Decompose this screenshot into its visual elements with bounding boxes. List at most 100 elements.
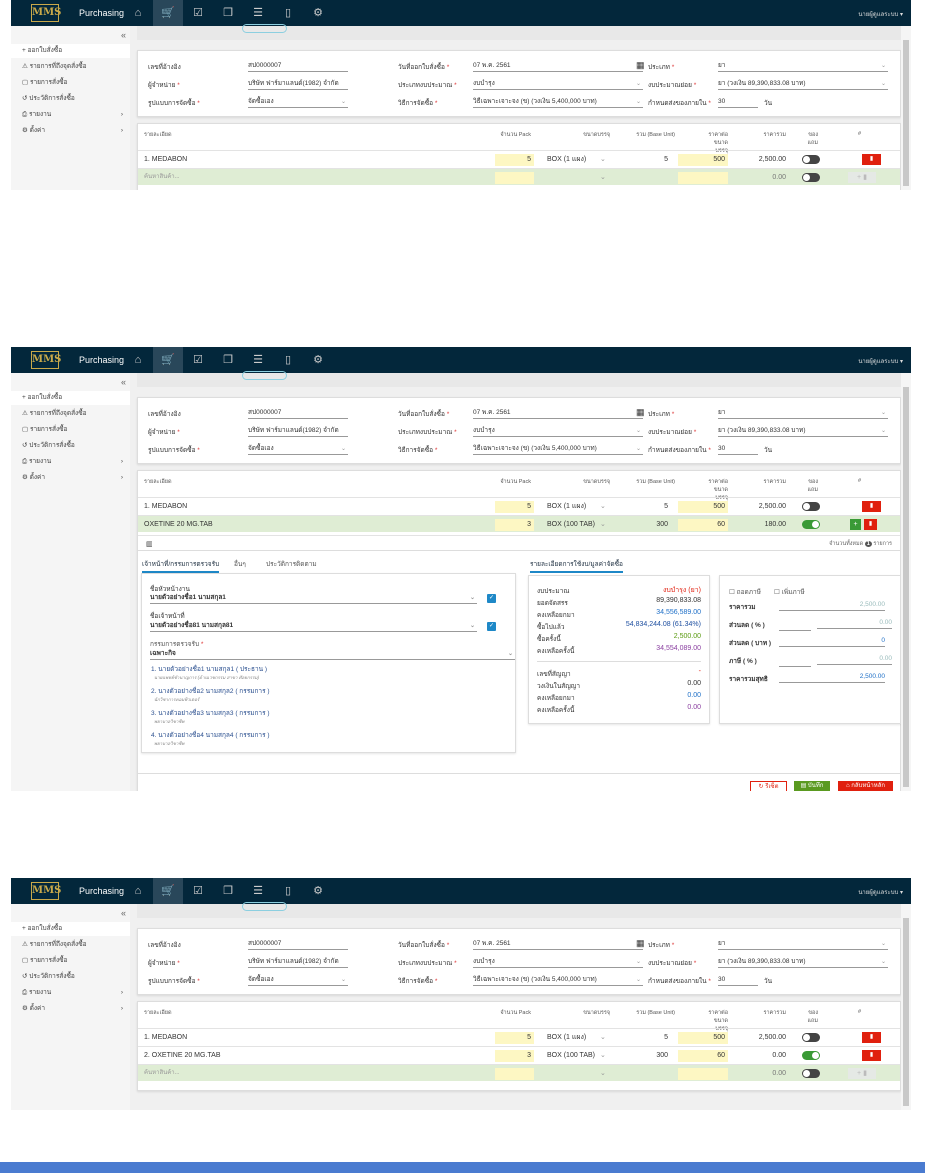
sidebar-item-warning[interactable]: ⚠ รายการที่ถึงจุดสั่งซื้อ [11, 407, 130, 421]
document-icon[interactable]: ▯ [284, 885, 292, 897]
field-input[interactable]: งบบำรุง ⌄ [473, 426, 643, 437]
sidebar-item-history[interactable]: ↺ ประวัติการสั่งซื้อ [11, 970, 130, 984]
sidebar-item-gear[interactable]: ⚙ ตั้งค่า › [11, 124, 130, 138]
save-button[interactable]: ▤ บันทึก [794, 781, 830, 791]
tab-budget-usage[interactable]: รายละเอียดการใช้งบ/มูลค่าจัดซื้อ [530, 559, 623, 573]
calendar-icon[interactable]: ▦ [636, 938, 645, 948]
table-row[interactable]: OXETINE 20 MG.TAB 3 BOX (100 TAB) ⌄ 300 6… [138, 515, 900, 532]
trash-icon[interactable]: ▮ [862, 501, 881, 512]
document-icon[interactable]: ▯ [284, 354, 292, 366]
summary-value[interactable]: 0 [779, 636, 885, 647]
free-item-toggle[interactable] [802, 502, 820, 511]
product-search-input[interactable]: ค้นหาสินค้า... [144, 174, 180, 180]
collapse-sidebar-icon[interactable]: « [120, 377, 126, 387]
summary-input[interactable] [779, 620, 811, 631]
field-input[interactable]: สป0000007 [248, 939, 348, 950]
scrollbar[interactable] [901, 26, 911, 190]
summary-value[interactable]: 0.00 [817, 654, 892, 665]
free-item-toggle[interactable] [802, 173, 820, 182]
checklist-icon[interactable]: ☑ [193, 354, 203, 366]
committee-type-select[interactable]: เฉพาะกิจ ⌄ [150, 649, 515, 660]
pack-size-select[interactable]: BOX (1 แผง) [547, 503, 587, 510]
gear-icon[interactable]: ⚙ [313, 885, 323, 897]
checklist-icon[interactable]: ☑ [193, 7, 203, 19]
unit-price-input[interactable]: 60 [678, 1050, 728, 1062]
gear-icon[interactable]: ⚙ [313, 7, 323, 19]
free-item-toggle[interactable] [802, 1033, 820, 1042]
pack-qty-input[interactable]: 5 [495, 501, 534, 513]
home-icon[interactable]: ⌂ [134, 7, 142, 19]
sidebar-item-gear[interactable]: ⚙ ตั้งค่า › [11, 1002, 130, 1016]
field-input[interactable]: 30 [718, 97, 758, 108]
reset-button[interactable]: ↻ รีเซ็ต [750, 781, 787, 791]
checklist-icon[interactable]: ☑ [193, 885, 203, 897]
sidebar-item-printer[interactable]: ⎙ รายงาน › [11, 986, 130, 1000]
back-home-button[interactable]: ⌂ กลับหน้าหลัก [838, 781, 893, 791]
field-input[interactable]: จัดซื้อเอง ⌄ [248, 444, 348, 455]
field-input[interactable]: วิธีเฉพาะเจาะจง (ข) (วงเงิน 5,400,000 บา… [473, 97, 643, 108]
collapse-sidebar-icon[interactable]: « [120, 908, 126, 918]
pack-size-select[interactable]: BOX (100 TAB) [547, 1052, 595, 1059]
scrollbar[interactable] [901, 373, 911, 791]
field-input[interactable]: จัดซื้อเอง ⌄ [248, 975, 348, 986]
free-item-toggle[interactable] [802, 1069, 820, 1078]
field-input[interactable]: บริษัท ฟาร์มาแลนด์(1982) จำกัด [248, 79, 348, 90]
field-input[interactable]: วิธีเฉพาะเจาะจง (ข) (วงเงิน 5,400,000 บา… [473, 975, 643, 986]
unit-price-input[interactable]: 500 [678, 501, 728, 513]
calendar-icon[interactable]: ▦ [636, 407, 645, 417]
sidebar-item-plus[interactable]: + ออกใบสั่งซื้อ [11, 44, 130, 58]
home-icon[interactable]: ⌂ [134, 885, 142, 897]
sidebar-item-warning[interactable]: ⚠ รายการที่ถึงจุดสั่งซื้อ [11, 938, 130, 952]
field-input[interactable]: งบบำรุง ⌄ [473, 957, 643, 968]
cart-icon[interactable]: 🛒 [153, 347, 183, 373]
free-item-toggle[interactable] [802, 155, 820, 164]
pack-size-select[interactable]: BOX (1 แผง) [547, 156, 587, 163]
field-input[interactable]: 07 พ.ค. 2561 [473, 61, 643, 72]
pack-qty-input[interactable]: 3 [495, 519, 534, 531]
tab-details-2[interactable]: ประวัติการติดตาม [266, 561, 317, 568]
field-input[interactable]: ยา ⌄ [718, 408, 888, 419]
field-input[interactable]: 07 พ.ค. 2561 [473, 408, 643, 419]
product-search-input[interactable]: ค้นหาสินค้า... [144, 1070, 180, 1076]
home-icon[interactable]: ⌂ [134, 354, 142, 366]
sidebar-item-warning[interactable]: ⚠ รายการที่ถึงจุดสั่งซื้อ [11, 60, 130, 74]
field-input[interactable]: ยา (วงเงิน 89,390,833.08 บาท) ⌄ [718, 426, 888, 437]
trash-icon[interactable]: ▮ [862, 1050, 881, 1061]
database-icon[interactable]: ☰ [253, 885, 263, 897]
tax-option-checkbox[interactable]: ☐ ถอดภาษี [729, 589, 761, 596]
field-input[interactable]: ยา (วงเงิน 89,390,833.08 บาท) ⌄ [718, 957, 888, 968]
table-row[interactable]: 1. MEDABON 5 BOX (1 แผง) ⌄ 5 500 2,500.00… [138, 150, 900, 167]
sidebar-item-plus[interactable]: + ออกใบสั่งซื้อ [11, 391, 130, 405]
field-input[interactable]: 07 พ.ค. 2561 [473, 939, 643, 950]
sidebar-item-printer[interactable]: ⎙ รายงาน › [11, 108, 130, 122]
collapse-sidebar-icon[interactable]: « [120, 30, 126, 40]
field-input[interactable]: ยา ⌄ [718, 939, 888, 950]
field-input[interactable]: จัดซื้อเอง ⌄ [248, 97, 348, 108]
document-icon[interactable]: ▯ [284, 7, 292, 19]
cart-icon[interactable]: 🛒 [153, 0, 183, 26]
table-row[interactable]: 1. MEDABON 5 BOX (1 แผง) ⌄ 5 500 2,500.00… [138, 1028, 900, 1045]
unit-price-input[interactable]: 500 [678, 154, 728, 166]
cart-icon[interactable]: 🛒 [153, 878, 183, 904]
sidebar-item-history[interactable]: ↺ ประวัติการสั่งซื้อ [11, 92, 130, 106]
pack-qty-input[interactable]: 5 [495, 154, 534, 166]
database-icon[interactable]: ☰ [253, 354, 263, 366]
sidebar-item-history[interactable]: ↺ ประวัติการสั่งซื้อ [11, 439, 130, 453]
free-item-toggle[interactable] [802, 520, 820, 529]
unit-price-input[interactable]: 60 [678, 519, 728, 531]
add-item-button[interactable]: + [850, 519, 861, 530]
officer-checkbox[interactable]: ✓ [487, 622, 496, 631]
summary-value[interactable]: 0.00 [817, 618, 892, 629]
user-menu[interactable]: นายผู้ดูแลระบบ ▾ [858, 359, 903, 365]
tab-details-0[interactable]: เจ้าหน้าที่/กรรมการตรวจรับ [142, 559, 220, 573]
field-input[interactable]: งบบำรุง ⌄ [473, 79, 643, 90]
scrollbar[interactable] [901, 904, 911, 1110]
unit-price-input[interactable]: 500 [678, 1032, 728, 1044]
sidebar-item-gear[interactable]: ⚙ ตั้งค่า › [11, 471, 130, 485]
supervisor-checkbox[interactable]: ✓ [487, 594, 496, 603]
field-input[interactable]: 30 [718, 975, 758, 986]
pack-size-select[interactable]: BOX (1 แผง) [547, 1034, 587, 1041]
tax-option-checkbox[interactable]: ☐ เพิ่มภาษี [774, 589, 805, 596]
sidebar-item-bag[interactable]: ▢ รายการสั่งซื้อ [11, 76, 130, 90]
box-icon[interactable]: ❒ [223, 885, 233, 897]
